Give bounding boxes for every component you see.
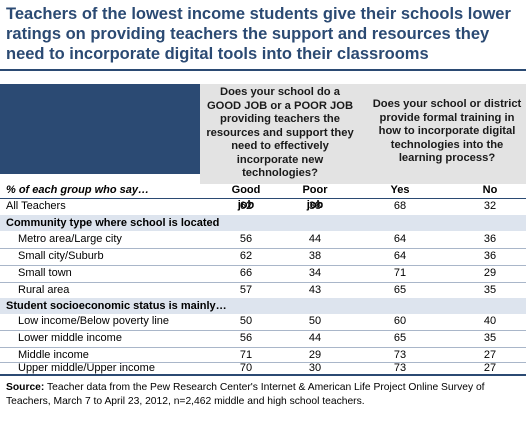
source-note: Source: Teacher data from the Pew Resear… bbox=[6, 381, 522, 409]
table-row-all-teachers: All Teachers 62 38 68 32 bbox=[0, 199, 526, 214]
cell-yes: 68 bbox=[393, 200, 407, 212]
column-header-rule bbox=[0, 198, 526, 199]
cell-poor-job: 43 bbox=[308, 284, 322, 296]
source-label: Source: bbox=[6, 382, 45, 393]
question-resources-support: Does your school do a GOOD JOB or a POOR… bbox=[206, 86, 354, 179]
col-poor-job: Poor job bbox=[302, 184, 328, 211]
group-column-label: % of each group who say… bbox=[6, 184, 150, 196]
row-divider bbox=[0, 248, 526, 249]
page-title: Teachers of the lowest income students g… bbox=[6, 5, 511, 63]
cell-no: 29 bbox=[483, 267, 497, 279]
table-row: Middle income 71 29 73 27 bbox=[0, 348, 526, 363]
cell-poor-job: 38 bbox=[308, 250, 322, 262]
source-text: Teacher data from the Pew Research Cente… bbox=[6, 382, 485, 407]
top-rule bbox=[0, 69, 526, 71]
row-divider bbox=[0, 362, 526, 363]
cell-good-job: 62 bbox=[239, 250, 253, 262]
cell-poor-job: 44 bbox=[308, 332, 322, 344]
table-row: Lower middle income 56 44 65 35 bbox=[0, 331, 526, 346]
cell-no: 35 bbox=[483, 284, 497, 296]
header-question-cell bbox=[200, 84, 526, 184]
cell-poor-job: 29 bbox=[308, 349, 322, 361]
cell-good-job: 66 bbox=[239, 267, 253, 279]
cell-no: 40 bbox=[483, 315, 497, 327]
cell-no: 27 bbox=[483, 362, 497, 374]
header-label-cell bbox=[0, 84, 200, 174]
cell-poor-job: 34 bbox=[308, 267, 322, 279]
row-label: Small town bbox=[18, 267, 72, 279]
col-no: No bbox=[482, 184, 498, 196]
column-header-row: % of each group who say… Good job Poor j… bbox=[0, 183, 526, 211]
cell-good-job: 62 bbox=[239, 200, 253, 212]
row-label: All Teachers bbox=[6, 200, 66, 212]
row-divider bbox=[0, 265, 526, 266]
row-divider bbox=[0, 330, 526, 331]
bottom-rule bbox=[0, 374, 526, 376]
cell-good-job: 56 bbox=[239, 233, 253, 245]
cell-yes: 73 bbox=[393, 349, 407, 361]
cell-yes: 64 bbox=[393, 250, 407, 262]
col-good-job: Good job bbox=[231, 184, 261, 211]
cell-poor-job: 30 bbox=[308, 362, 322, 374]
cell-good-job: 57 bbox=[239, 284, 253, 296]
table-row: Metro area/Large city 56 44 64 36 bbox=[0, 232, 526, 247]
cell-poor-job: 50 bbox=[308, 315, 322, 327]
cell-no: 27 bbox=[483, 349, 497, 361]
row-label: Upper middle/Upper income bbox=[18, 362, 155, 374]
row-label: Lower middle income bbox=[18, 332, 122, 344]
cell-no: 36 bbox=[483, 250, 497, 262]
row-divider bbox=[0, 347, 526, 348]
table-row: Upper middle/Upper income 70 30 73 27 bbox=[0, 361, 526, 376]
row-label: Small city/Suburb bbox=[18, 250, 104, 262]
cell-no: 35 bbox=[483, 332, 497, 344]
table-row: Rural area 57 43 65 35 bbox=[0, 283, 526, 298]
cell-yes: 71 bbox=[393, 267, 407, 279]
cell-yes: 60 bbox=[393, 315, 407, 327]
cell-poor-job: 38 bbox=[308, 200, 322, 212]
cell-good-job: 71 bbox=[239, 349, 253, 361]
cell-good-job: 50 bbox=[239, 315, 253, 327]
col-yes: Yes bbox=[390, 184, 410, 196]
cell-good-job: 56 bbox=[239, 332, 253, 344]
row-label: Metro area/Large city bbox=[18, 233, 122, 245]
row-label: Low income/Below poverty line bbox=[18, 315, 170, 327]
section-header-community: Community type where school is located bbox=[0, 215, 526, 231]
question-formal-training: Does your school or district provide for… bbox=[372, 98, 522, 164]
cell-yes: 73 bbox=[393, 362, 407, 374]
cell-yes: 64 bbox=[393, 233, 407, 245]
row-divider bbox=[0, 282, 526, 283]
cell-no: 32 bbox=[483, 200, 497, 212]
section-header-socioeconomic: Student socioeconomic status is mainly… bbox=[0, 298, 526, 314]
table-row: Low income/Below poverty line 50 50 60 4… bbox=[0, 314, 526, 329]
row-label: Rural area bbox=[18, 284, 70, 296]
table-row: Small town 66 34 71 29 bbox=[0, 266, 526, 281]
row-label: Middle income bbox=[18, 349, 89, 361]
cell-yes: 65 bbox=[393, 332, 407, 344]
table-row: Small city/Suburb 62 38 64 36 bbox=[0, 249, 526, 264]
cell-yes: 65 bbox=[393, 284, 407, 296]
cell-good-job: 70 bbox=[239, 362, 253, 374]
cell-poor-job: 44 bbox=[308, 233, 322, 245]
cell-no: 36 bbox=[483, 233, 497, 245]
